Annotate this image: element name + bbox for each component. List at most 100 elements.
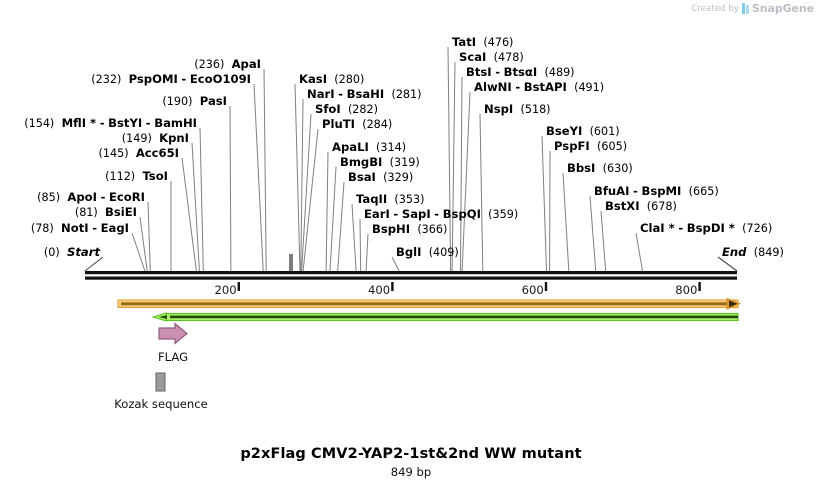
separator: - [495, 65, 501, 79]
enzyme-name: BmgBI [340, 155, 383, 169]
enzyme-name: ClaI * [640, 221, 675, 235]
plasmid-size: 849 bp [390, 465, 432, 479]
site-position: (665) [688, 185, 719, 198]
enzyme-name: ApaI [231, 57, 261, 71]
site-position: (190) [162, 95, 193, 108]
leader-line-190 [229, 105, 232, 272]
site-label-491[interactable]: AlwNI - BstAPI (491) [474, 81, 604, 94]
site-position: (284) [362, 118, 393, 131]
site-label-281[interactable]: NarI - BsaHI (281) [307, 88, 422, 101]
site-position: (282) [347, 103, 379, 116]
site-label-630[interactable]: BbsI (630) [567, 162, 633, 175]
site-position: (314) [376, 141, 407, 154]
site-label-236[interactable]: (236) ApaI [194, 58, 261, 71]
site-label-359[interactable]: EarI - SapI - BspQI (359) [364, 208, 518, 221]
site-label-314[interactable]: ApaLI (314) [332, 141, 406, 154]
site-label-end[interactable]: End (849) [722, 246, 784, 259]
leader-line-478 [451, 61, 456, 272]
enzyme-name: BspQI [442, 207, 481, 221]
site-label-665[interactable]: BfuAI - BspMI (665) [594, 185, 719, 198]
site-label-476[interactable]: TatI (476) [452, 36, 513, 49]
site-label-154[interactable]: (154) MflI * - BstYI - BamHI [24, 117, 197, 130]
enzyme-name: BstYI [108, 116, 143, 130]
leader-line-489 [460, 76, 463, 272]
site-label-478[interactable]: ScaI (478) [459, 51, 524, 64]
site-position: (518) [520, 103, 551, 116]
site-position: (281) [391, 88, 422, 101]
site-position: (0) [43, 246, 60, 259]
site-label-149[interactable]: (149) KpnI [122, 132, 189, 145]
leader-line-476 [447, 46, 452, 272]
site-label-353[interactable]: TaqII (353) [356, 193, 425, 206]
site-position: (409) [428, 246, 459, 259]
site-label-319[interactable]: BmgBI (319) [340, 156, 420, 169]
enzyme-name: KasI [299, 72, 328, 86]
enzyme-name: EarI [364, 207, 390, 221]
enzyme-name: BtsI [466, 65, 492, 79]
site-label-280[interactable]: KasI (280) [299, 73, 364, 86]
site-position: (601) [589, 125, 620, 138]
snapgene-logo-icon [741, 3, 749, 14]
leader-lines-group [84, 46, 738, 272]
enzyme-name: PluTI [322, 117, 355, 131]
enzyme-name: Acc65I [135, 146, 179, 160]
backbone [85, 271, 737, 280]
site-label-605[interactable]: PspFI (605) [554, 140, 627, 153]
enzyme-name: Start [67, 245, 100, 259]
feature-flag-arrow[interactable] [158, 322, 188, 345]
site-label-489[interactable]: BtsI - BtsαI (489) [466, 66, 575, 79]
site-label-145[interactable]: (145) Acc65I [98, 147, 179, 160]
enzyme-name: BamHI [154, 116, 197, 130]
site-label-85[interactable]: (85) ApoI - EcoRI [37, 191, 145, 204]
enzyme-name: PspOMI [128, 72, 178, 86]
enzyme-name: BstAPI [523, 80, 567, 94]
leader-line-353 [351, 203, 357, 272]
site-label-409[interactable]: BglI (409) [396, 246, 459, 259]
site-label-112[interactable]: (112) TsoI [105, 170, 168, 183]
site-label-601[interactable]: BseYI (601) [546, 125, 620, 138]
enzyme-name: BsiEI [105, 205, 137, 219]
orange-feature-track[interactable] [117, 297, 742, 310]
site-label-start[interactable]: (0) Start [44, 246, 100, 259]
site-position: (112) [105, 170, 136, 183]
separator: - [145, 116, 151, 130]
site-position: (476) [483, 36, 514, 49]
enzyme-name: TaqII [356, 192, 388, 206]
site-label-329[interactable]: BsaI (329) [348, 171, 413, 184]
leader-line-284 [302, 128, 319, 272]
enzyme-name: AlwNI [474, 80, 512, 94]
feature-kozak-box[interactable] [155, 372, 166, 392]
enzyme-name: EcoO109I [189, 72, 251, 86]
ruler-tick-label-400: 400 [368, 283, 391, 297]
site-label-190[interactable]: (190) PasI [162, 95, 227, 108]
site-position: (491) [574, 81, 605, 94]
site-label-518[interactable]: NspI (518) [484, 103, 551, 116]
site-label-366[interactable]: BspHI (366) [372, 223, 447, 236]
enzyme-name: BspDI * [686, 221, 735, 235]
enzyme-name: EagI [100, 221, 129, 235]
enzyme-name: BstXI [605, 199, 640, 213]
ruler-ticks-group [237, 282, 701, 291]
leader-line-678 [600, 210, 607, 272]
site-position: (678) [646, 200, 677, 213]
site-position: (280) [334, 73, 365, 86]
green-feature-track[interactable] [151, 312, 739, 322]
site-label-726[interactable]: ClaI * - BspDI * (726) [640, 222, 772, 235]
enzyme-name: BbsI [567, 161, 596, 175]
site-label-232[interactable]: (232) PspOMI - EcoO109I [91, 73, 251, 86]
site-label-678[interactable]: BstXI (678) [605, 200, 677, 213]
site-label-284[interactable]: PluTI (284) [322, 118, 392, 131]
enzyme-name: BfuAI [594, 184, 630, 198]
site-position: (154) [24, 117, 55, 130]
kozak-backbone-tick [289, 254, 293, 272]
leader-line-149 [191, 142, 200, 272]
site-label-78[interactable]: (78) NotI - EagI [31, 222, 129, 235]
ruler-tick-mark-800 [698, 282, 701, 291]
site-label-81[interactable]: (81) BsiEI [75, 206, 137, 219]
plasmid-title: p2xFlag CMV2-YAP2-1st&2nd WW mutant [240, 446, 582, 462]
ruler-tick-label-600: 600 [521, 283, 544, 297]
site-position: (78) [30, 222, 54, 235]
site-label-282[interactable]: SfoI (282) [315, 103, 378, 116]
separator: - [678, 221, 684, 235]
site-position: (726) [742, 222, 773, 235]
